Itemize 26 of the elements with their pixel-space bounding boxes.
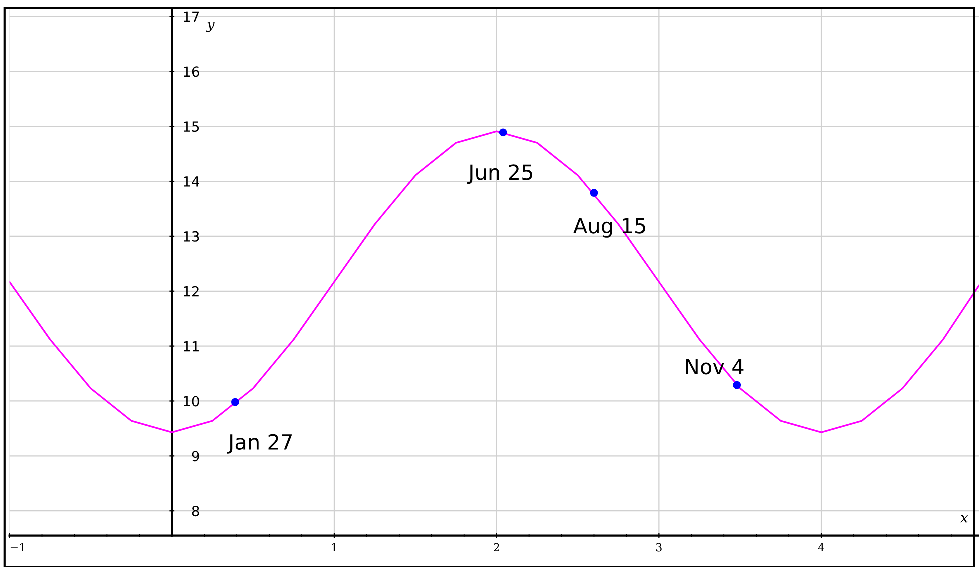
y-tick-label: 9 bbox=[192, 451, 200, 462]
line-series bbox=[10, 130, 979, 434]
annotation: Aug 15 bbox=[574, 218, 646, 238]
y-tick-label: 15 bbox=[184, 122, 200, 132]
annotation: Jan 27 bbox=[227, 434, 292, 454]
x-tick-label: −1 bbox=[10, 543, 25, 552]
x-tick-label: 3 bbox=[656, 543, 662, 552]
point bbox=[590, 189, 598, 198]
y-tick-label: 11 bbox=[184, 341, 199, 352]
x-axis-title: x bbox=[960, 515, 968, 523]
y-tick-label: 14 bbox=[184, 176, 200, 187]
annotation: Jun 25 bbox=[468, 164, 532, 184]
annotation: Nov 4 bbox=[686, 359, 744, 375]
point bbox=[733, 381, 742, 390]
y-tick-label: 16 bbox=[184, 66, 200, 78]
point bbox=[232, 398, 240, 406]
x-tick-label: 4 bbox=[818, 543, 824, 552]
point bbox=[499, 128, 508, 137]
y-tick-label: 8 bbox=[192, 506, 200, 517]
y-axis-title: y bbox=[206, 22, 215, 32]
y-tick-label: 13 bbox=[184, 231, 200, 242]
y-tick-label: 10 bbox=[184, 396, 200, 407]
y-tick-label: 17 bbox=[184, 12, 200, 22]
x-tick-label: 2 bbox=[494, 543, 500, 552]
x-tick-label: 1 bbox=[332, 543, 336, 552]
y-tick-label: 12 bbox=[184, 286, 199, 297]
